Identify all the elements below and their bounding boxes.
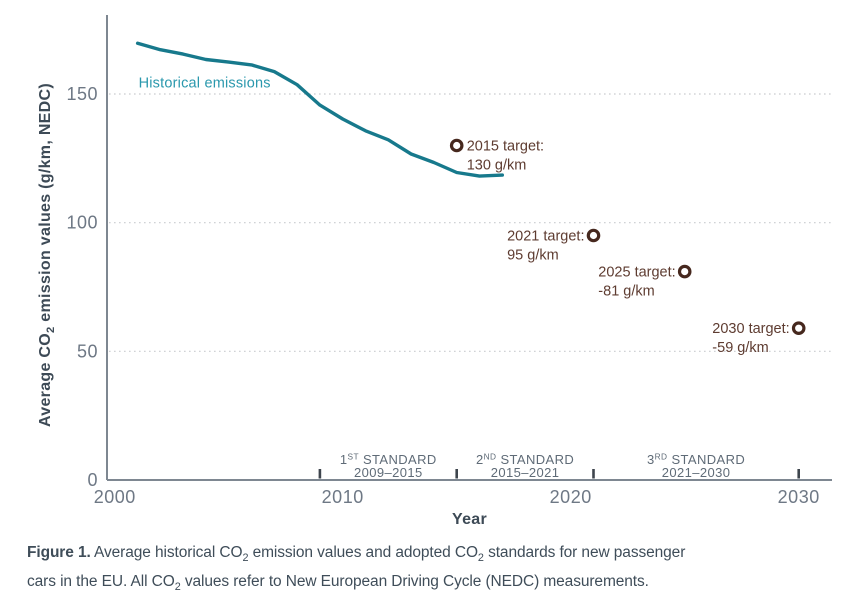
- target-label: 2015 target:: [467, 139, 544, 155]
- target-label: 2021 target:: [507, 229, 584, 245]
- standard-range: 2015–2021: [491, 465, 560, 480]
- y-tick-label: 150: [66, 84, 98, 104]
- standard-title: 2ND STANDARD: [476, 452, 574, 468]
- caption-figure-label: Figure 1.: [27, 544, 91, 561]
- figure-caption: Figure 1. Average historical CO2 emissio…: [27, 541, 847, 590]
- historical-emissions-line: [135, 41, 504, 178]
- target-value: 95 g/km: [507, 248, 559, 264]
- standard-title: 1ST STANDARD: [340, 452, 437, 468]
- caption-text: cars in the EU. All CO: [27, 573, 175, 590]
- caption-line: Figure 1. Average historical CO2 emissio…: [27, 541, 847, 570]
- target-label: 2030 target:: [712, 321, 789, 337]
- x-tick-label: 2030: [778, 487, 820, 507]
- co2-emissions-chart: 0 50 100 150 2000 2010 2020 2030 1ST STANDARD200…: [37, 15, 832, 528]
- caption-text: 2: [242, 552, 249, 565]
- caption-text: 2: [174, 581, 181, 590]
- caption-line: cars in the EU. All CO2 values refer to …: [27, 570, 847, 590]
- target-marker: [449, 138, 464, 153]
- target-marker: [791, 321, 806, 335]
- target-value: 130 g/km: [467, 158, 527, 174]
- target-marker: [586, 228, 601, 243]
- standard-title: 3RD STANDARD: [647, 452, 745, 468]
- target-label: 2025 target:: [598, 265, 675, 281]
- series-label: Historical emissions: [139, 75, 271, 91]
- target-value: -59 g/km: [712, 340, 768, 356]
- caption-text: values refer to New European Driving Cyc…: [180, 573, 649, 590]
- standard-range: 2009–2015: [354, 465, 423, 480]
- x-tick-label: 2010: [322, 487, 364, 507]
- x-tick-label: 2000: [94, 487, 136, 507]
- caption-text: standards for new passenger: [483, 544, 686, 561]
- caption-text: emission values and adopted CO: [248, 544, 478, 561]
- x-tick-label: 2020: [550, 487, 592, 507]
- standard-range: 2021–2030: [662, 465, 731, 480]
- target-value: -81 g/km: [598, 284, 654, 300]
- target-marker: [677, 264, 692, 279]
- caption-text: Average historical CO: [90, 544, 243, 561]
- y-tick-label: 50: [77, 341, 98, 361]
- y-tick-label: 100: [66, 213, 98, 233]
- x-axis-title: Year: [452, 511, 487, 528]
- caption-text: 2: [477, 552, 484, 565]
- y-tick-label: 0: [87, 470, 98, 490]
- y-axis-title: Average CO2 emission values (g/km, NEDC): [37, 83, 57, 427]
